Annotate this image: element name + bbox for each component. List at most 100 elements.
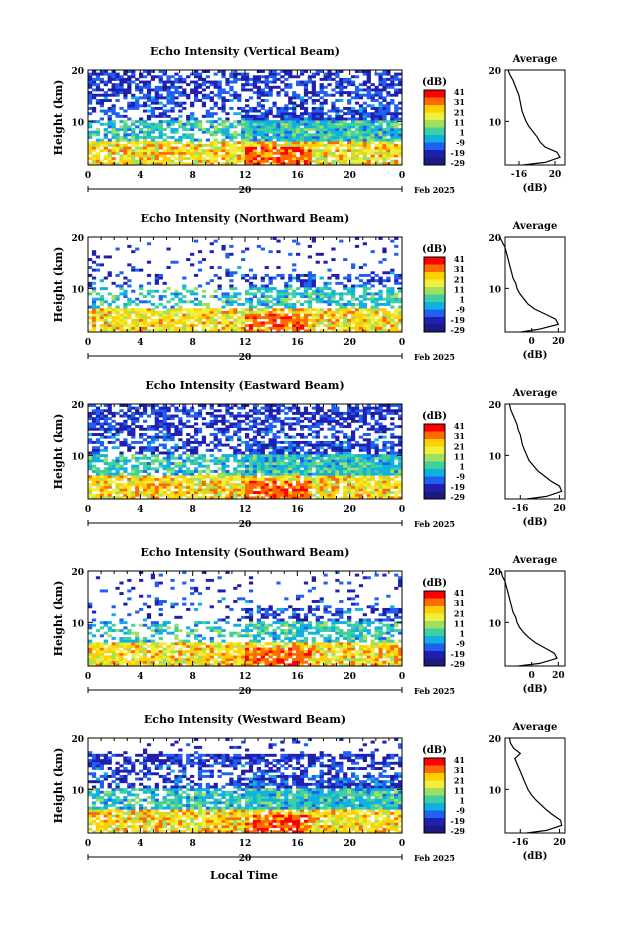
- heatmap-cell: [206, 154, 210, 157]
- heatmap-cell: [316, 436, 320, 439]
- heatmap-cell: [300, 149, 304, 152]
- heatmap-cell: [233, 473, 237, 476]
- heatmap-cell: [241, 118, 245, 121]
- heatmap-cell: [347, 438, 351, 441]
- heatmap-cell: [147, 99, 151, 102]
- heatmap-cell: [88, 428, 92, 431]
- heatmap-cell: [198, 160, 202, 163]
- heatmap-cell: [127, 107, 131, 110]
- heatmap-cell: [210, 311, 214, 314]
- heatmap-cell: [253, 285, 257, 288]
- heatmap-cell: [123, 133, 127, 136]
- heatmap-cell: [296, 462, 300, 465]
- heatmap-cell: [170, 494, 174, 497]
- heatmap-cell: [296, 277, 300, 280]
- heatmap-cell: [225, 271, 229, 274]
- heatmap-cell: [108, 321, 112, 324]
- heatmap-cell: [221, 314, 225, 317]
- heatmap-cell: [159, 491, 163, 494]
- heatmap-cell: [269, 488, 273, 491]
- heatmap-cell: [123, 152, 127, 155]
- heatmap-cell: [178, 94, 182, 97]
- heatmap-cell: [394, 144, 398, 147]
- heatmap-cell: [100, 444, 104, 447]
- heatmap-cell: [127, 433, 131, 436]
- heatmap-cell: [104, 449, 108, 452]
- heatmap-cell: [335, 303, 339, 306]
- heatmap-cell: [300, 131, 304, 134]
- heatmap-cell: [143, 96, 147, 99]
- heatmap-cell: [276, 78, 280, 81]
- heatmap-cell: [351, 306, 355, 309]
- heatmap-cell: [351, 327, 355, 330]
- heatmap-cell: [304, 295, 308, 298]
- heatmap-cell: [261, 112, 265, 115]
- heatmap-cell: [276, 465, 280, 468]
- heatmap-cell: [257, 81, 261, 84]
- heatmap-cell: [335, 483, 339, 486]
- heatmap-cell: [272, 491, 276, 494]
- heatmap-cell: [382, 112, 386, 115]
- heatmap-cell: [245, 88, 249, 91]
- heatmap-cell: [206, 321, 210, 324]
- heatmap-cell: [280, 115, 284, 118]
- heatmap-cell: [292, 449, 296, 452]
- heatmap-cell: [386, 292, 390, 295]
- heatmap-cell: [335, 321, 339, 324]
- heatmap-cell: [119, 139, 123, 142]
- heatmap-cell: [167, 433, 171, 436]
- heatmap-cell: [92, 452, 96, 455]
- heatmap-cell: [249, 115, 253, 118]
- heatmap-cell: [186, 441, 190, 444]
- heatmap-cell: [112, 157, 116, 160]
- heatmap-cell: [92, 316, 96, 319]
- heatmap-cell: [135, 425, 139, 428]
- heatmap-cell: [296, 311, 300, 314]
- heatmap-cell: [292, 131, 296, 134]
- heatmap-cell: [320, 491, 324, 494]
- heatmap-cell: [135, 160, 139, 163]
- heatmap-cell: [96, 407, 100, 410]
- heatmap-cell: [390, 287, 394, 290]
- heatmap-cell: [382, 115, 386, 118]
- heatmap-cell: [249, 160, 253, 163]
- heatmap-cell: [104, 321, 108, 324]
- heatmap-cell: [276, 430, 280, 433]
- heatmap-cell: [375, 292, 379, 295]
- heatmap-cell: [300, 327, 304, 330]
- heatmap-cell: [296, 133, 300, 136]
- heatmap-cell: [257, 125, 261, 128]
- heatmap-cell: [167, 300, 171, 303]
- heatmap-cell: [221, 430, 225, 433]
- heatmap-cell: [327, 420, 331, 423]
- heatmap-cell: [210, 483, 214, 486]
- heatmap-cell: [308, 152, 312, 155]
- heatmap-cell: [343, 321, 347, 324]
- heatmap-cell: [300, 139, 304, 142]
- heatmap-cell: [131, 491, 135, 494]
- heatmap-cell: [167, 452, 171, 455]
- heatmap-cell: [182, 452, 186, 455]
- heatmap-cell: [394, 245, 398, 248]
- heatmap-cell: [359, 152, 363, 155]
- heatmap-cell: [253, 154, 257, 157]
- heatmap-cell: [363, 120, 367, 123]
- panel-2: Echo Intensity (Northward Beam)2010Heigh…: [52, 212, 565, 363]
- heatmap-cell: [194, 417, 198, 420]
- heatmap-cell: [163, 491, 167, 494]
- heatmap-cell: [284, 110, 288, 113]
- heatmap-cell: [343, 452, 347, 455]
- heatmap-cell: [276, 316, 280, 319]
- heatmap-cell: [292, 277, 296, 280]
- heatmap-cell: [163, 422, 167, 425]
- heatmap-cell: [355, 316, 359, 319]
- heatmap-cell: [198, 430, 202, 433]
- heatmap-cell: [186, 316, 190, 319]
- heatmap-cell: [272, 287, 276, 290]
- heatmap-cell: [104, 255, 108, 258]
- heatmap-cell: [316, 475, 320, 478]
- heatmap-cell: [339, 470, 343, 473]
- heatmap-cell: [112, 123, 116, 126]
- heatmap-cell: [198, 250, 202, 253]
- heatmap-cell: [108, 409, 112, 412]
